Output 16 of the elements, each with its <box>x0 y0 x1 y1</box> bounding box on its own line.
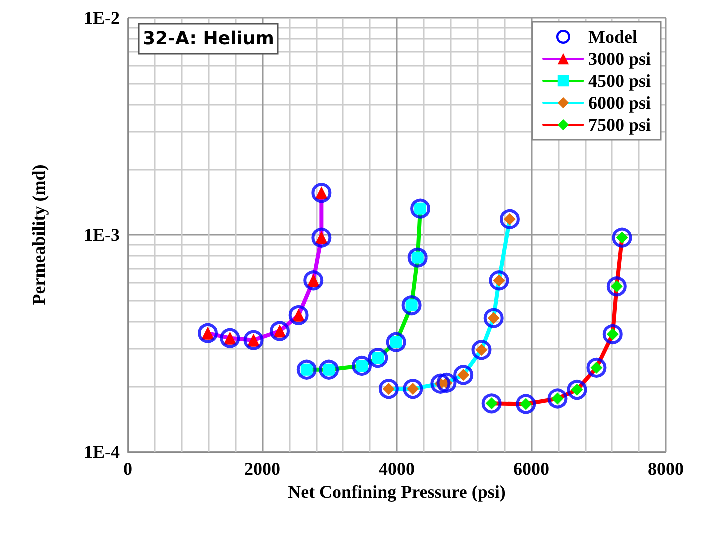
x-axis-title: Net Confining Pressure (psi) <box>288 482 506 502</box>
y-tick-label: 1E-2 <box>84 8 120 28</box>
x-tick-label: 4000 <box>379 459 415 479</box>
x-tick-label: 8000 <box>648 459 684 479</box>
y-tick-label: 1E-3 <box>84 225 120 245</box>
legend-label: 3000 psi <box>588 49 652 69</box>
y-tick-label: 1E-4 <box>84 442 120 462</box>
y-axis-title: Permeability (md) <box>29 164 49 306</box>
text: 32-A: Helium <box>143 28 274 50</box>
legend-label: 6000 psi <box>588 93 652 113</box>
legend-label: 7500 psi <box>588 115 652 135</box>
x-tick-label: 2000 <box>244 459 280 479</box>
x-tick-label: 6000 <box>514 459 550 479</box>
legend-label: Model <box>588 27 638 47</box>
legend-label: 4500 psi <box>588 71 652 91</box>
x-tick-label: 0 <box>124 459 132 479</box>
